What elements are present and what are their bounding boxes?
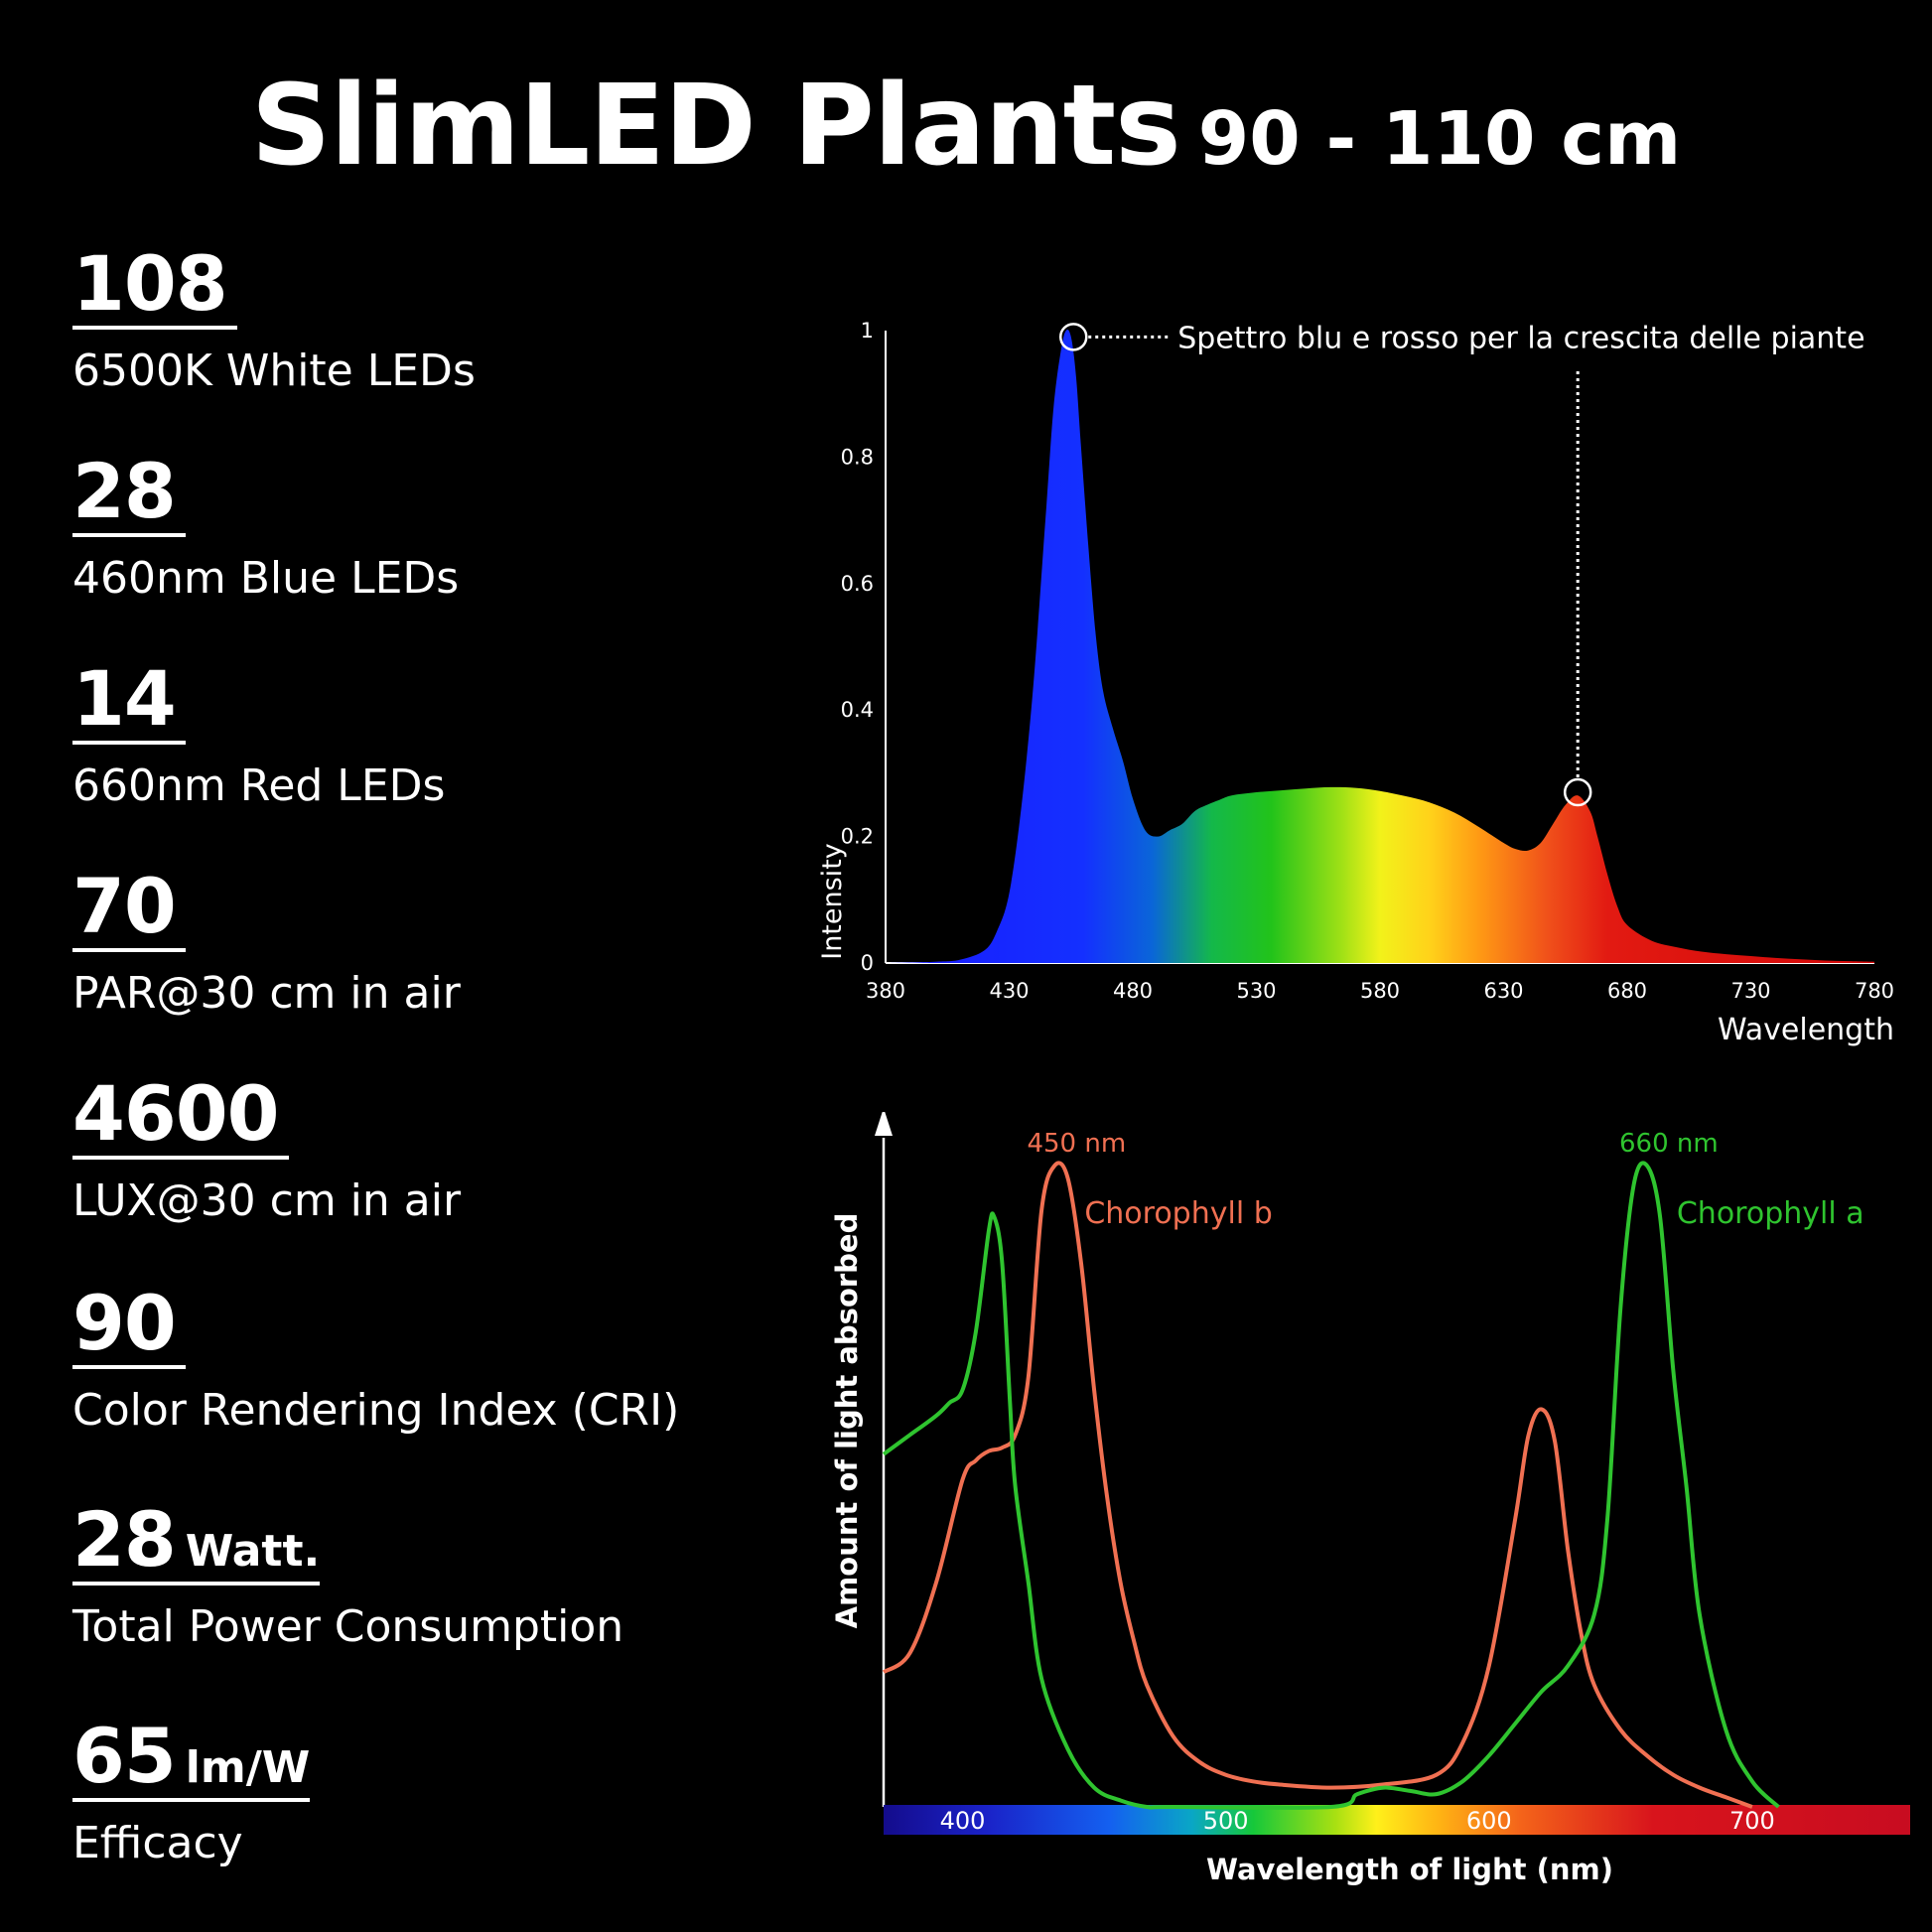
spectrum-ticks: 380 430 480 530 580 630 680 730 780 0 0.2 0.4 0.6 0.8… <box>841 319 1894 1003</box>
spec-value: 14 <box>72 661 186 745</box>
spec-label: 6500K White LEDs <box>72 345 476 396</box>
spectrum-x-tick-label: 580 <box>1360 979 1400 1003</box>
peak-marker-blue <box>1058 323 1088 351</box>
spec-item: 28 Watt. Total Power Consumption <box>72 1502 623 1652</box>
chlorophyll-a-peak-label: 660 nm <box>1619 1129 1719 1159</box>
spectrum-y-tick-label: 0.6 <box>841 572 874 596</box>
absorption-ticks: 400 500 600 700 <box>940 1807 1775 1835</box>
spec-item: 14 660nm Red LEDs <box>72 661 445 811</box>
absorption-x-tick-label: 500 <box>1203 1807 1249 1835</box>
absorption-y-axis-label: Amount of light absorbed <box>830 1213 864 1629</box>
spectrum-y-tick-label: 0.8 <box>841 445 874 469</box>
spectrum-x-tick-label: 480 <box>1113 979 1153 1003</box>
spectrum-y-tick-label: 0.2 <box>841 825 874 849</box>
spectrum-x-axis-label: Wavelength <box>1718 1013 1894 1047</box>
chlorophyll-b-label: Chorophyll b <box>1084 1196 1272 1231</box>
spectrum-y-axis-label: Intensity <box>817 843 848 960</box>
spectrum-x-tick-label: 430 <box>989 979 1029 1003</box>
absorption-x-tick-label: 600 <box>1466 1807 1512 1835</box>
absorption-axes <box>875 1112 893 1807</box>
spec-value: 90 <box>72 1286 186 1369</box>
spectrum-y-tick-label: 0 <box>861 951 874 975</box>
product-name: SlimLED Plants <box>250 62 1181 191</box>
spec-value: 4600 <box>72 1076 289 1160</box>
spec-label: 660nm Red LEDs <box>72 760 446 811</box>
spec-label: 460nm Blue LEDs <box>72 553 460 604</box>
spectrum-x-tick-label: 530 <box>1236 979 1276 1003</box>
spectrum-x-tick-label: 730 <box>1730 979 1770 1003</box>
peak-marker-red <box>1563 777 1592 807</box>
absorption-x-tick-label: 700 <box>1729 1807 1775 1835</box>
chlorophyll-a-line <box>882 1161 1780 1810</box>
spectrum-x-tick-label: 780 <box>1855 979 1894 1003</box>
wavelength-color-bar <box>884 1805 1910 1835</box>
spectrum-annotation-group <box>1058 323 1592 807</box>
spectrum-x-tick-label: 380 <box>866 979 905 1003</box>
spec-item: 108 6500K White LEDs <box>72 246 476 396</box>
spec-item: 4600 LUX@30 cm in air <box>72 1076 461 1226</box>
spectrum-area <box>886 330 1874 964</box>
spec-label: Efficacy <box>72 1818 243 1868</box>
y-axis-arrow-icon <box>875 1112 893 1136</box>
spec-value: 108 <box>72 246 237 330</box>
spec-value: 28 <box>72 454 186 537</box>
spec-value: 70 <box>72 869 186 952</box>
spec-label: Total Power Consumption <box>72 1601 624 1652</box>
spectrum-chart: 380 430 480 530 580 630 680 730 780 0 0.2 0.4 0.6 0.8… <box>817 319 1894 1047</box>
chlorophyll-b-peak-label: 450 nm <box>1027 1129 1126 1159</box>
chlorophyll-a-label: Chorophyll a <box>1677 1196 1864 1231</box>
spec-label: Color Rendering Index (CRI) <box>72 1385 680 1436</box>
spectrum-y-tick-label: 0.4 <box>841 698 874 722</box>
spec-item: 28 460nm Blue LEDs <box>72 454 459 604</box>
spec-value: 28 Watt. <box>72 1495 321 1586</box>
spec-item: 90 Color Rendering Index (CRI) <box>72 1286 679 1436</box>
spec-item: 65 lm/W Efficacy <box>72 1712 311 1868</box>
absorption-x-tick-label: 400 <box>940 1807 986 1835</box>
spec-label: PAR@30 cm in air <box>72 968 461 1019</box>
spectrum-y-tick-label: 1 <box>861 319 874 343</box>
chlorophyll-b-line <box>882 1161 1753 1809</box>
absorption-x-axis-label: Wavelength of light (nm) <box>1206 1853 1613 1886</box>
spectrum-x-tick-label: 680 <box>1607 979 1647 1003</box>
product-size: 90 - 110 cm <box>1197 96 1682 182</box>
spec-label: LUX@30 cm in air <box>72 1175 462 1226</box>
spectrum-annotation: Spettro blu e rosso per la crescita dell… <box>1177 321 1864 355</box>
absorption-chart: 400 500 600 700 Chorophyll b 450 nm Choroph… <box>830 1112 1910 1886</box>
spectrum-x-tick-label: 630 <box>1483 979 1523 1003</box>
spec-value: 65 lm/W <box>72 1712 311 1802</box>
page-title: SlimLED Plants 90 - 110 cm <box>0 62 1932 191</box>
spec-item: 70 PAR@30 cm in air <box>72 869 461 1019</box>
